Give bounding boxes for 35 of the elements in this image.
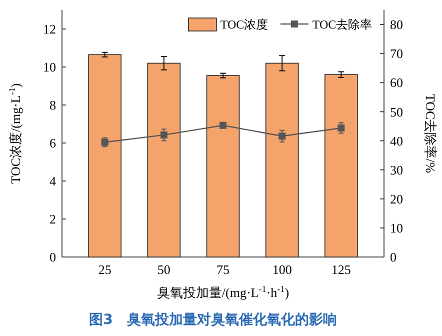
- bar: [265, 62, 299, 258]
- y-tick-label: 2: [50, 212, 56, 227]
- x-tick-label: 75: [216, 262, 230, 277]
- text: 图3 臭氧投加量对臭氧催化氧化的影响: [89, 312, 337, 328]
- y-tick-label: 0: [50, 250, 56, 265]
- y2-tick-label: 80: [390, 17, 403, 32]
- bar: [147, 62, 181, 258]
- y-tick-label: 12: [43, 22, 56, 37]
- legend-label: TOC去除率: [312, 18, 372, 32]
- y-tick-label: 10: [43, 60, 56, 75]
- point: [220, 122, 226, 129]
- point: [278, 132, 286, 140]
- x-axis-title: 臭氧投加量/(mg·L$^{-1}$·h$^{-1}$): [156, 284, 290, 300]
- x-tick-label: 25: [98, 262, 112, 277]
- bar: [324, 74, 358, 258]
- y-tick-label: 8: [50, 98, 56, 113]
- x-tick-label: 125: [331, 262, 351, 277]
- bar: [88, 54, 122, 258]
- y2-tick-label: 40: [390, 133, 403, 148]
- y2-tick-label: 10: [390, 220, 403, 236]
- x-tick-label: 50: [157, 262, 170, 277]
- y-tick-label: 4: [50, 174, 56, 189]
- y2-tick-label: 70: [390, 46, 403, 62]
- bar: [206, 75, 240, 258]
- y2-tick-label: 50: [390, 104, 403, 120]
- y2-tick-label: 0: [390, 250, 396, 265]
- y2-axis-title: TOC去除率/%: [423, 94, 438, 174]
- legend-label: TOC浓度: [220, 18, 268, 32]
- y-tick-label: 6: [50, 136, 56, 151]
- y2-tick-label: 60: [390, 75, 403, 90]
- x-tick-label: 100: [272, 262, 292, 277]
- point: [160, 131, 168, 138]
- point: [338, 124, 345, 132]
- y2-tick-label: 20: [390, 191, 403, 206]
- y2-tick-label: 30: [390, 162, 403, 178]
